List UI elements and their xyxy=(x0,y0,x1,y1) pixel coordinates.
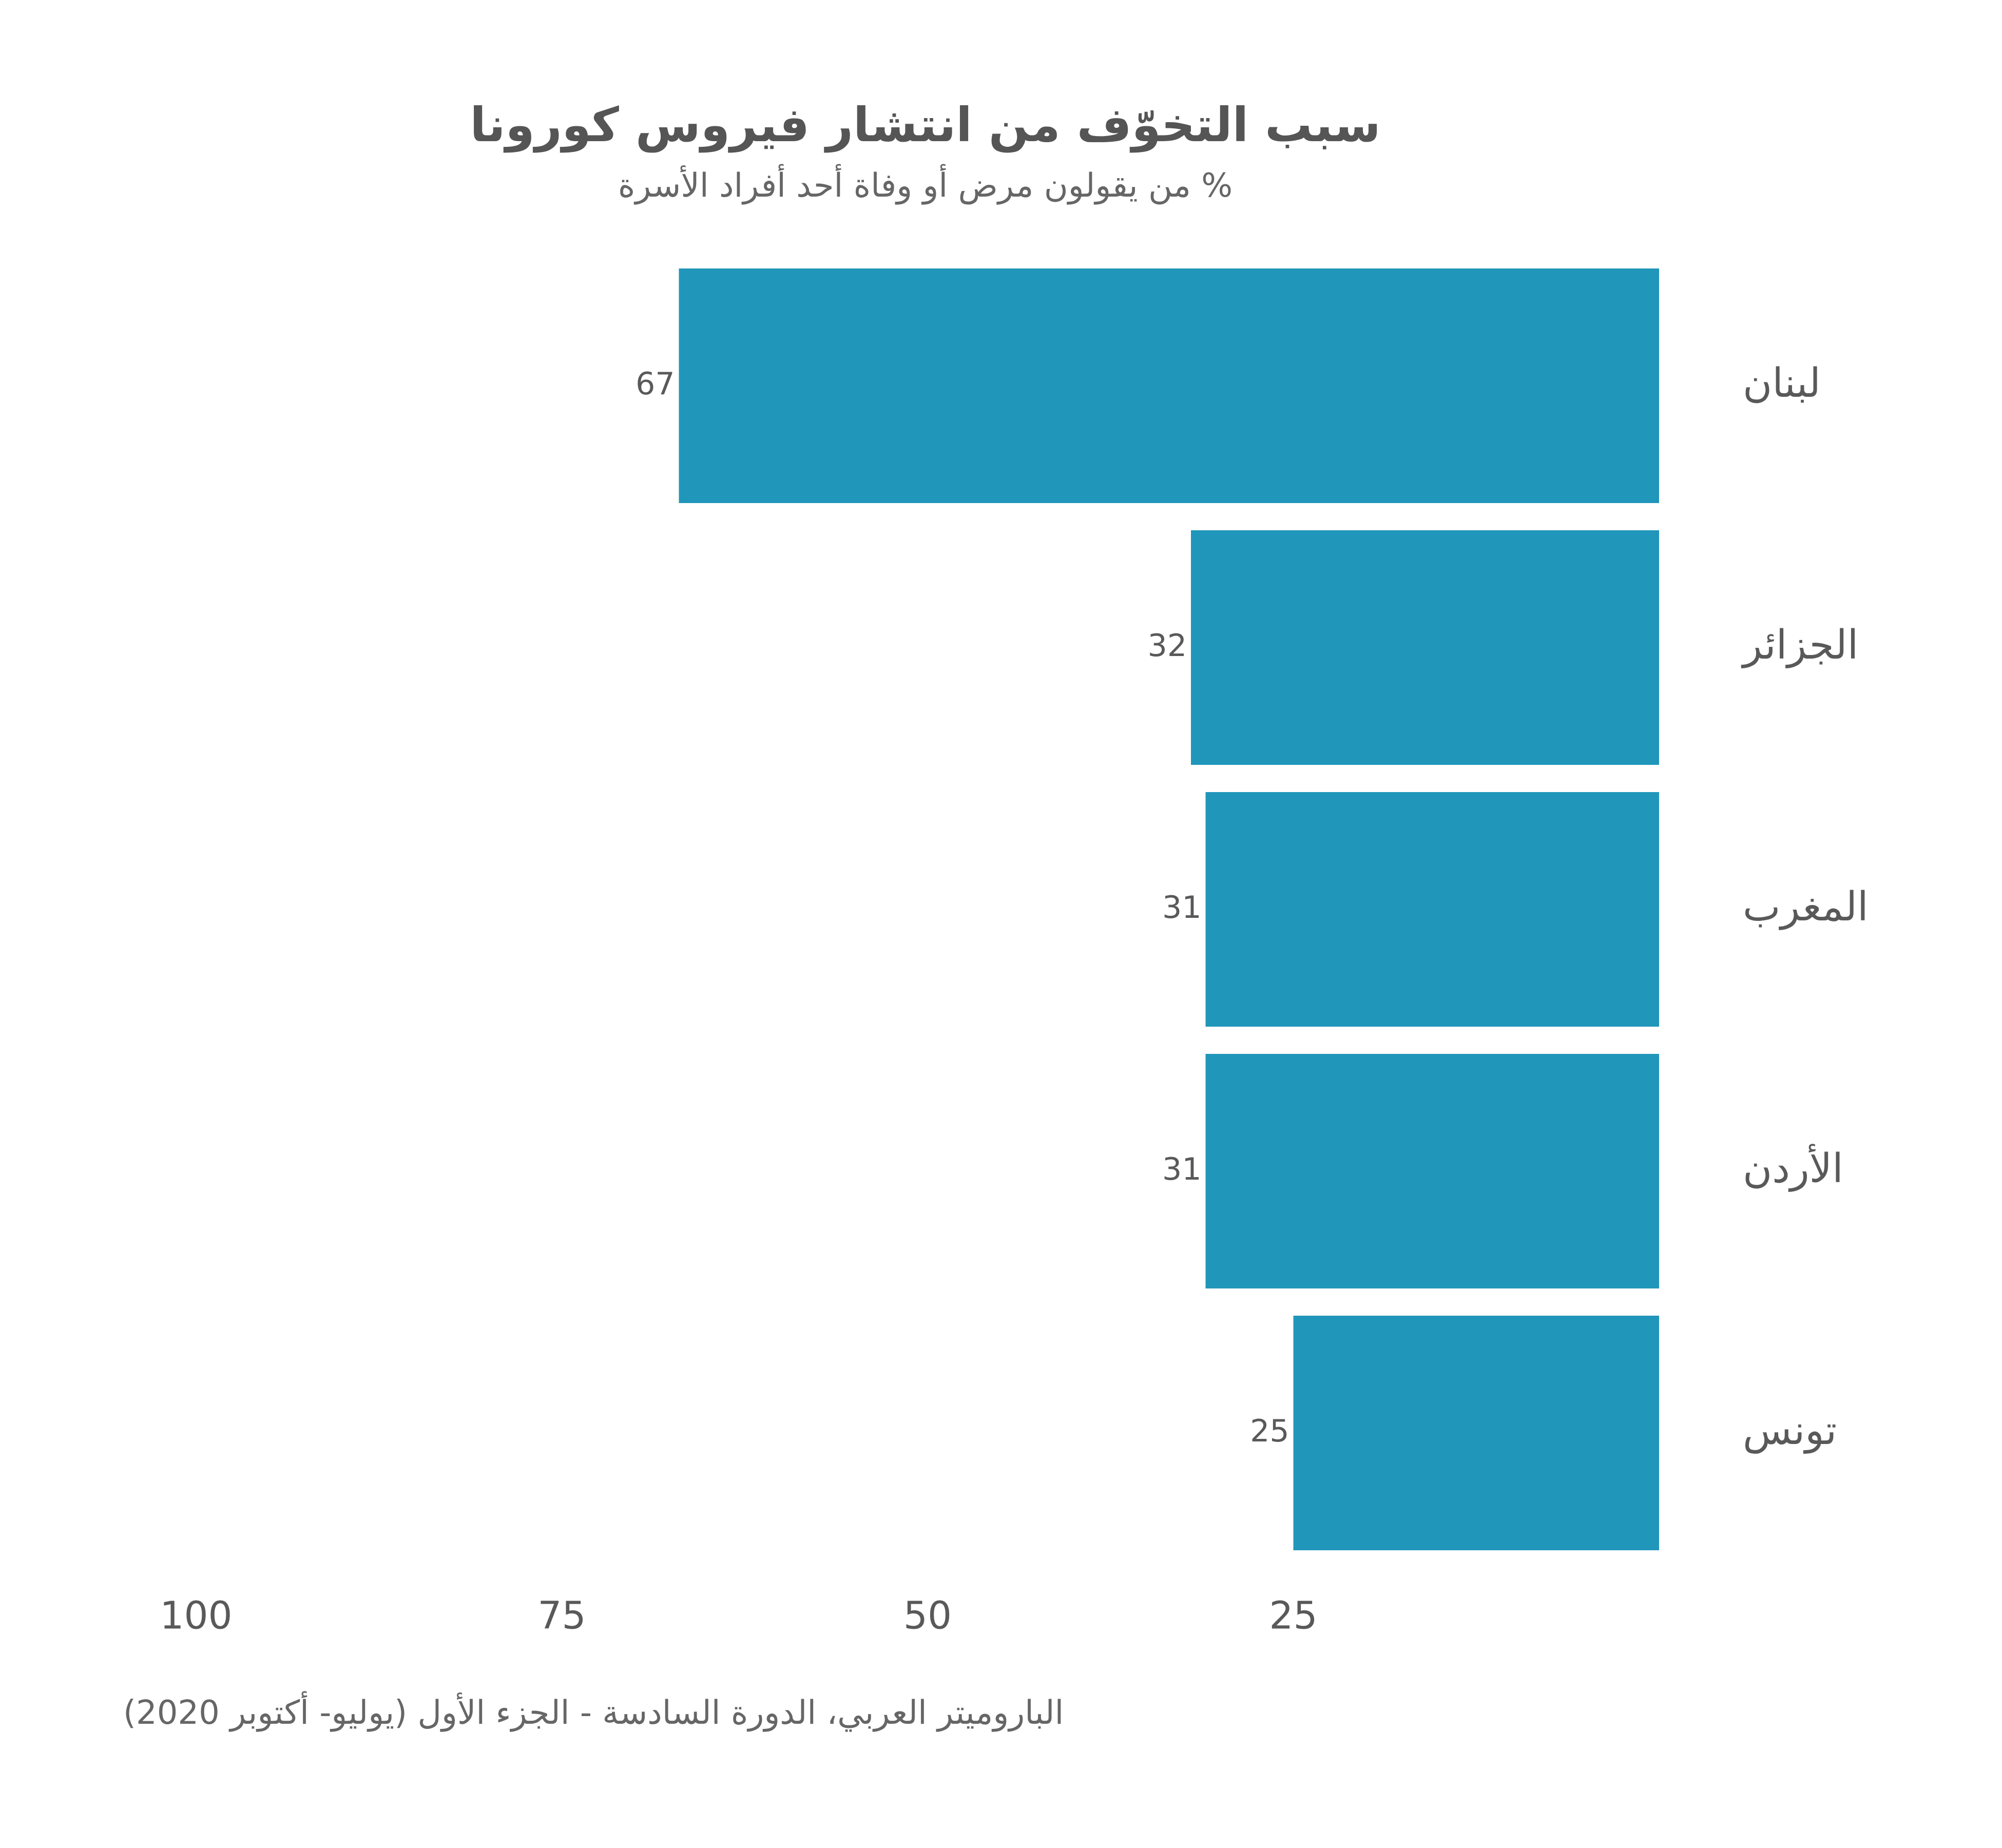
bar-4 xyxy=(1293,1316,1659,1550)
chart-title: سبب التخوّف من انتشار فيروس كورونا xyxy=(470,98,1381,152)
x-tick-label-1: 75 xyxy=(537,1594,586,1638)
category-label-4: تونس xyxy=(1743,1408,1837,1454)
value-label-1: 32 xyxy=(1148,628,1187,664)
category-label-2: المغرب xyxy=(1743,884,1869,931)
category-labels-layer: لبنان الجزائر المغرب الأردن تونس xyxy=(1741,360,1869,1454)
value-labels-layer: 67 32 31 31 25 xyxy=(636,366,1289,1449)
value-label-3: 31 xyxy=(1162,1151,1201,1187)
bars-layer xyxy=(679,268,1659,1550)
source-caption: الباروميتر العربي، الدورة السادسة - الجز… xyxy=(123,1694,1064,1732)
category-label-1: الجزائر xyxy=(1741,622,1858,669)
bar-1 xyxy=(1191,530,1659,765)
x-tick-label-2: 50 xyxy=(903,1594,952,1638)
value-label-0: 67 xyxy=(636,366,675,402)
x-tick-label-3: 25 xyxy=(1269,1594,1317,1638)
category-label-0: لبنان xyxy=(1743,360,1821,407)
value-label-2: 31 xyxy=(1162,890,1201,926)
bar-0 xyxy=(679,268,1659,503)
category-label-3: الأردن xyxy=(1743,1144,1843,1192)
bar-3 xyxy=(1205,1054,1659,1288)
x-tick-label-0: 100 xyxy=(160,1594,232,1638)
x-axis: 100 75 50 25 xyxy=(160,1594,1317,1638)
bar-2 xyxy=(1205,792,1659,1027)
value-label-4: 25 xyxy=(1250,1413,1289,1449)
chart-subtitle: % من يقولون مرض أو وفاة أحد أفراد الأسرة xyxy=(618,167,1233,205)
